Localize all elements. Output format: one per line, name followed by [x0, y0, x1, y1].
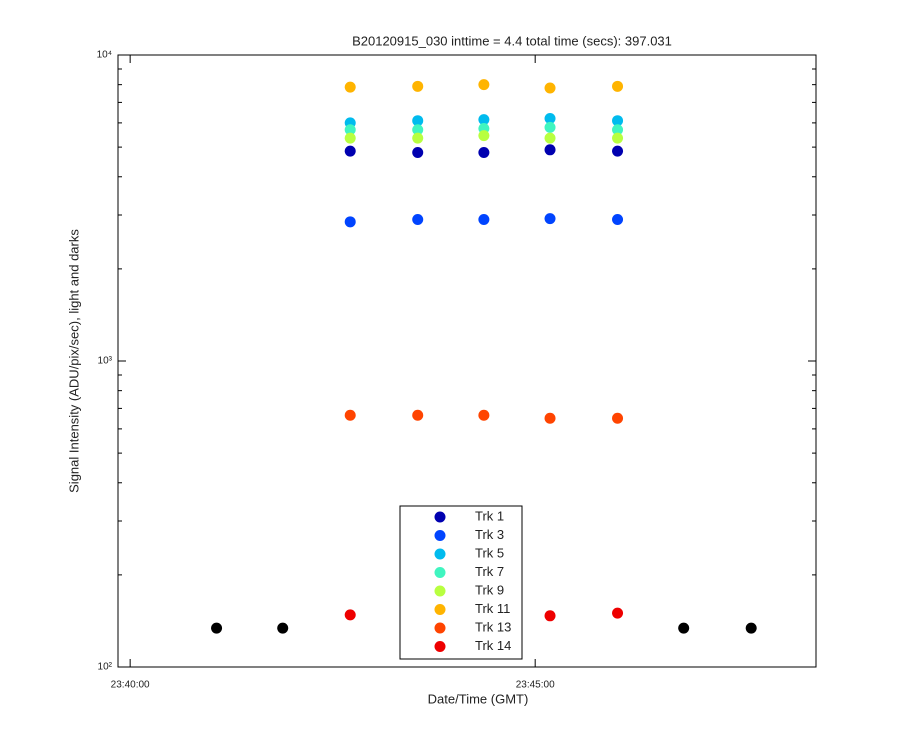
legend-marker: [434, 604, 446, 615]
legend-marker: [434, 530, 446, 541]
legend-box: [399, 505, 523, 660]
y-axis-label: Signal Intensity (ADU/pix/sec), light an…: [66, 229, 81, 493]
legend-label: Trk 3: [475, 527, 504, 542]
point: [344, 409, 356, 421]
point: [277, 622, 289, 634]
point: [612, 80, 624, 92]
point: [412, 124, 424, 136]
point: [478, 409, 490, 421]
point: [544, 132, 556, 144]
point: [612, 132, 624, 144]
point: [478, 130, 490, 142]
chart-title: B20120915_030 inttime = 4.4 total time (…: [352, 33, 672, 48]
point: [344, 216, 356, 228]
point: [478, 114, 490, 126]
legend-marker: [434, 622, 446, 634]
point: [544, 121, 556, 133]
point: [412, 147, 424, 159]
point: [412, 132, 424, 144]
y-tick-label: 10²: [98, 662, 113, 673]
point: [478, 79, 490, 91]
legend-label: Trk 5: [475, 545, 504, 560]
legend-marker: [434, 585, 446, 597]
point: [478, 147, 490, 159]
point: [344, 81, 356, 93]
x-axis-label: Date/Time (GMT): [428, 691, 529, 706]
point: [678, 622, 690, 634]
legend-marker: [434, 511, 446, 523]
y-tick-label: 10³: [98, 356, 113, 367]
legend-label: Trk 14: [475, 638, 511, 653]
point: [544, 144, 556, 156]
y-tick-label: 10⁴: [97, 50, 112, 61]
point: [412, 80, 424, 92]
x-tick-label: 23:40:00: [111, 680, 150, 691]
legend-marker: [434, 567, 446, 578]
point: [745, 622, 757, 634]
point: [344, 124, 356, 136]
point: [544, 412, 556, 424]
point: [544, 82, 556, 94]
point: [412, 409, 424, 421]
point: [544, 213, 556, 225]
x-tick-label: 23:45:00: [516, 680, 555, 691]
legend-label: Trk 9: [475, 582, 504, 597]
legend-marker: [434, 548, 446, 560]
legend-label: Trk 11: [475, 601, 510, 616]
point: [344, 609, 356, 621]
point: [412, 115, 424, 127]
point: [478, 214, 490, 226]
point: [612, 412, 624, 424]
point: [412, 214, 424, 226]
point: [612, 124, 624, 136]
point: [544, 610, 556, 622]
point: [211, 622, 223, 634]
legend-marker: [434, 641, 446, 652]
point: [612, 115, 624, 127]
legend-label: Trk 1: [475, 508, 504, 523]
point: [344, 132, 356, 144]
point: [544, 113, 556, 125]
point: [612, 145, 624, 157]
legend-label: Trk 13: [475, 619, 511, 634]
legend-label: Trk 7: [475, 564, 504, 579]
point: [612, 214, 624, 226]
point: [612, 607, 624, 619]
point: [344, 145, 356, 157]
